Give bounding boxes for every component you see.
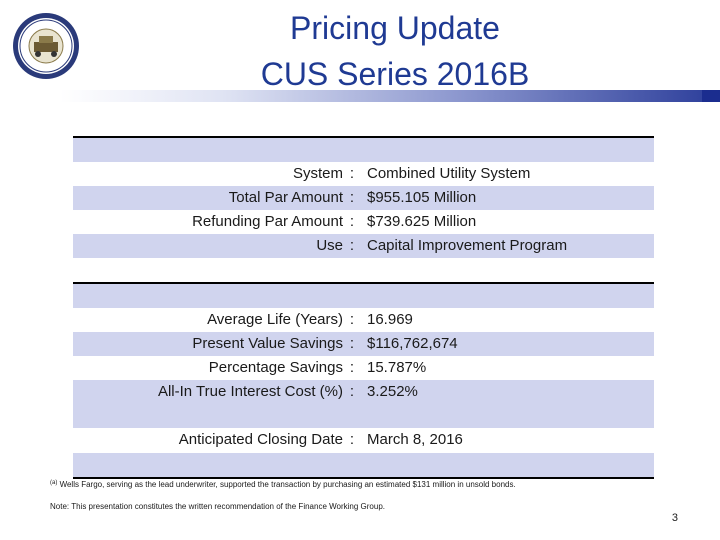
row-value: $955.105 Million bbox=[367, 189, 477, 206]
slide-title-line2: CUS Series 2016B bbox=[260, 56, 530, 92]
row-colon: : bbox=[349, 311, 355, 328]
table-rule bbox=[73, 477, 654, 479]
table-row: Refunding Par Amount : $739.625 Million bbox=[73, 210, 654, 234]
row-value: 15.787% bbox=[367, 359, 427, 376]
table-row: Use : Capital Improvement Program bbox=[73, 234, 654, 258]
table-row: Percentage Savings : 15.787% bbox=[73, 356, 654, 380]
row-value: 16.969 bbox=[367, 311, 413, 328]
table-rule bbox=[73, 136, 654, 138]
row-label: Anticipated Closing Date bbox=[178, 431, 343, 448]
row-value: $739.625 Million bbox=[367, 213, 477, 230]
table-spacer-row bbox=[73, 138, 654, 162]
row-value: March 8, 2016 bbox=[367, 431, 463, 448]
row-value: Capital Improvement Program bbox=[367, 237, 568, 254]
row-value: $116,762,674 bbox=[367, 335, 458, 352]
footnote-marker: (a) bbox=[50, 480, 58, 486]
table-row: All-In True Interest Cost (%) : 3.252% bbox=[73, 380, 654, 404]
row-label: Total Par Amount bbox=[228, 189, 343, 206]
row-value: 3.252% bbox=[367, 383, 418, 400]
row-colon: : bbox=[349, 383, 355, 400]
table-row: Average Life (Years) : 16.969 bbox=[73, 308, 654, 332]
table-spacer-row bbox=[73, 258, 654, 282]
row-label: System bbox=[292, 165, 343, 182]
row-colon: : bbox=[349, 431, 355, 448]
row-colon: : bbox=[349, 189, 355, 206]
table-row: Present Value Savings : $116,762,674 bbox=[73, 332, 654, 356]
row-label: Percentage Savings bbox=[208, 359, 343, 376]
row-colon: : bbox=[349, 237, 355, 254]
row-label: Present Value Savings bbox=[192, 335, 343, 352]
row-label: Refunding Par Amount bbox=[192, 213, 343, 230]
row-label: All-In True Interest Cost (%) bbox=[157, 383, 343, 400]
table-rule bbox=[73, 282, 654, 284]
table-row: Anticipated Closing Date : March 8, 2016 bbox=[73, 428, 654, 453]
footnote: (a) Wells Fargo, serving as the lead und… bbox=[50, 480, 516, 489]
table-spacer-row bbox=[73, 404, 654, 428]
row-colon: : bbox=[349, 213, 355, 230]
title-bar-end bbox=[702, 90, 720, 102]
row-colon: : bbox=[349, 359, 355, 376]
row-colon: : bbox=[349, 165, 355, 182]
table-spacer-row bbox=[73, 453, 654, 477]
slide-title-line1: Pricing Update bbox=[290, 10, 500, 46]
table-row: Total Par Amount : $955.105 Million bbox=[73, 186, 654, 210]
city-seal-icon bbox=[13, 13, 79, 79]
note-text: Note: This presentation constitutes the … bbox=[50, 502, 385, 511]
row-label: Use bbox=[316, 237, 343, 254]
pricing-table: System : Combined Utility System Total P… bbox=[73, 136, 654, 479]
row-colon: : bbox=[349, 335, 355, 352]
row-value: Combined Utility System bbox=[367, 165, 531, 182]
table-spacer-row bbox=[73, 284, 654, 308]
row-label: Average Life (Years) bbox=[207, 311, 343, 328]
page-number: 3 bbox=[671, 512, 678, 524]
footnote-text: Wells Fargo, serving as the lead underwr… bbox=[59, 480, 516, 489]
table-row: System : Combined Utility System bbox=[73, 162, 654, 186]
title-gradient-bar bbox=[60, 90, 720, 102]
